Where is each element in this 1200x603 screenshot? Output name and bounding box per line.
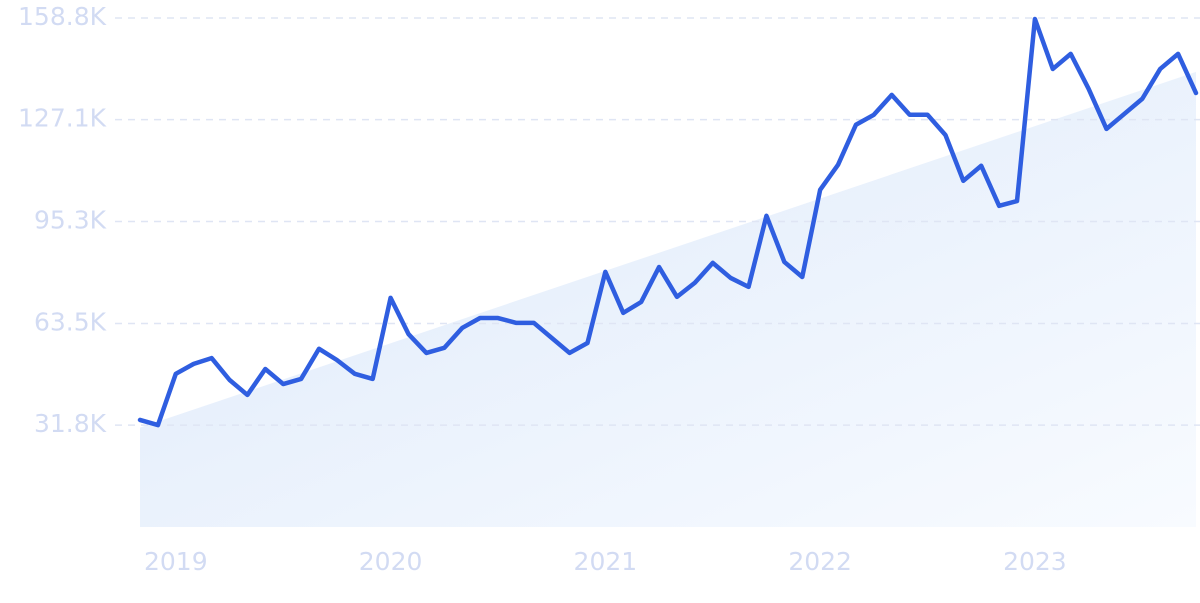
y-tick-label: 95.3K [34, 206, 107, 235]
y-tick-label: 158.8K [18, 2, 107, 31]
y-tick-label: 127.1K [18, 104, 107, 133]
x-tick-label: 2021 [574, 547, 638, 576]
data-line [137, 16, 1199, 428]
trend-area [140, 71, 1196, 527]
x-tick-label: 2022 [788, 547, 852, 576]
y-tick-label: 31.8K [34, 409, 107, 438]
x-tick-label: 2020 [359, 547, 423, 576]
y-tick-label: 63.5K [34, 307, 107, 336]
x-tick-label: 2019 [144, 547, 208, 576]
x-tick-label: 2023 [1003, 547, 1067, 576]
